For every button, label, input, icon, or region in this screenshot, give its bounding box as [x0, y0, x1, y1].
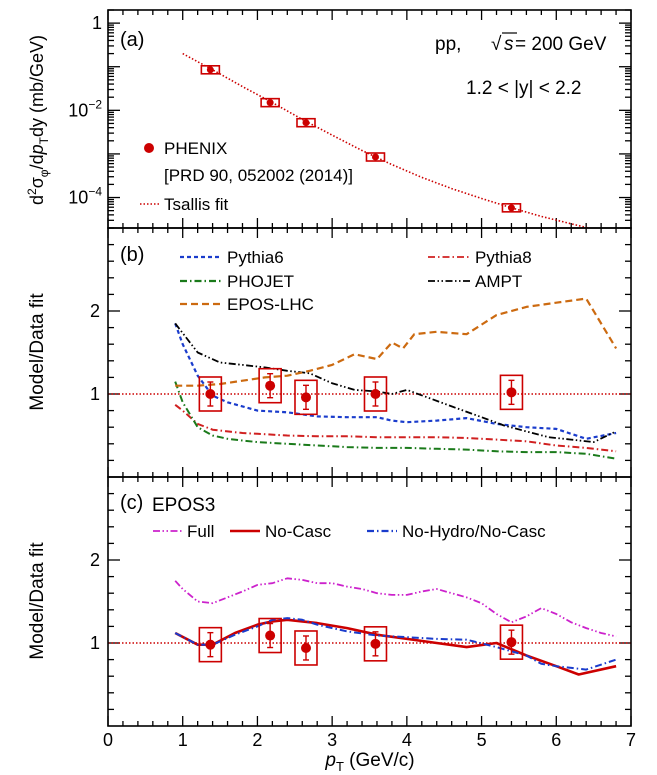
x-tick-label: 7: [626, 730, 636, 750]
data-point: [265, 380, 276, 391]
energy-annotation: √ s = 200 GeV: [491, 32, 607, 55]
legend-label-pythia8: Pythia8: [475, 248, 532, 267]
panel-b-ticks: 12: [90, 228, 632, 477]
panel-a-ticks: 1 10−2 10−4: [68, 9, 632, 229]
y-tick-label: 1: [90, 384, 100, 404]
data-point: [266, 99, 274, 107]
series-line-pythia8: [174, 404, 617, 453]
panel-c-title: EPOS3: [152, 495, 215, 516]
energy-variable: s: [504, 34, 514, 55]
y-tick-label: 2: [90, 301, 100, 321]
data-point-systematic-box: [200, 65, 221, 75]
legend-label-full: Full: [187, 522, 214, 541]
x-tick-label: 5: [477, 730, 487, 750]
data-point-systematic-box: [499, 374, 524, 411]
data-point-systematic-box: [499, 624, 524, 660]
y-tick-label: 1: [92, 13, 102, 33]
data-point: [206, 66, 214, 74]
panel-a-legend: PHENIX [PRD 90, 052002 (2014)] Tsallis f…: [140, 139, 353, 214]
x-axis-label: pT (GeV/c): [324, 750, 414, 774]
data-point: [300, 642, 311, 653]
data-point-systematic-box: [501, 203, 522, 213]
series-line-pythia6: [174, 323, 617, 440]
data-point-systematic-box: [258, 367, 282, 404]
panel-b-legend: Pythia6 Pythia8 PHOJET AMPT EPOS-LHC: [180, 248, 532, 314]
legend-label-phenix: PHENIX: [164, 139, 227, 158]
data-point: [205, 389, 216, 399]
data-point-systematic-box: [258, 617, 282, 654]
data-point: [205, 639, 216, 650]
panel-c-series: [108, 577, 631, 676]
x-tick-label: 4: [402, 730, 412, 750]
sqrt-symbol: √: [491, 34, 502, 55]
panel-b: 12 (b) Pythia6 Pythia8 PHOJET AMPT EPOS-…: [27, 227, 632, 478]
y-tick-label: 2: [90, 550, 100, 570]
series-line-ampt: [174, 322, 617, 444]
panel-b-y-axis-label: Model/Data fit: [27, 293, 48, 411]
panel-a-series: [182, 52, 592, 228]
energy-value: = 200 GeV: [515, 34, 607, 55]
panel-a-label: (a): [120, 29, 144, 51]
panel-c: 1 2 (c) EPOS3 Full No-Casc No-Hydro/No-Ca…: [27, 476, 632, 727]
legend-reference: [PRD 90, 052002 (2014)]: [164, 166, 353, 185]
data-point: [506, 387, 517, 398]
data-point: [370, 638, 381, 649]
series-line-phojet: [174, 381, 617, 460]
x-tick-label: 3: [327, 730, 337, 750]
data-point: [300, 392, 311, 403]
data-point: [302, 119, 310, 127]
panel-c-y-axis-label: Model/Data fit: [27, 542, 48, 660]
panel-a: 1 10−2 10−4 (a) pp, √ s = 200 GeV 1.2 < |y…: [25, 9, 632, 229]
system-annotation: pp,: [435, 34, 461, 55]
x-tick-label: 1: [178, 730, 188, 750]
data-point-systematic-box: [294, 379, 318, 416]
x-tick-label: 2: [252, 730, 262, 750]
data-point: [506, 637, 517, 648]
series-line-epos-lhc: [175, 297, 618, 387]
legend-label-no-casc: No-Casc: [265, 522, 332, 541]
panel-c-label: (c): [120, 492, 143, 514]
x-tick-label: 0: [103, 730, 113, 750]
data-point-systematic-box: [296, 117, 316, 128]
data-point-systematic-box: [294, 630, 318, 666]
legend-label-epos-lhc: EPOS-LHC: [227, 295, 314, 314]
x-tick-label: 6: [551, 730, 561, 750]
data-point: [370, 389, 381, 399]
panel-b-label: (b): [120, 244, 144, 266]
legend-label-ampt: AMPT: [475, 272, 522, 291]
panel-c-frame: [107, 476, 632, 727]
series-line-no-casc: [174, 618, 617, 676]
legend-label-no-hydro-no-casc: No-Hydro/No-Casc: [402, 522, 546, 541]
panel-c-legend: Full No-Casc No-Hydro/No-Casc: [153, 522, 546, 541]
data-point: [371, 153, 379, 161]
y-tick-label: 1: [90, 633, 100, 653]
data-point-systematic-box: [365, 152, 386, 162]
y-tick-label: 10−2: [68, 97, 102, 120]
series-line-no-hydro-no-casc: [174, 617, 617, 671]
data-point-systematic-box: [363, 626, 388, 662]
data-point-systematic-box: [363, 376, 388, 412]
legend-label-phojet: PHOJET: [227, 272, 294, 291]
legend-label-tsallis: Tsallis fit: [164, 195, 229, 214]
y-tick-label: 10−4: [68, 185, 102, 208]
legend-label-pythia6: Pythia6: [227, 248, 284, 267]
series-line-full: [174, 577, 617, 638]
data-point: [265, 630, 276, 641]
panel-a-y-axis-label: d2σφ/dpTdy (mb/GeV): [25, 35, 51, 205]
rapidity-annotation: 1.2 < |y| < 2.2: [466, 78, 582, 99]
x-axis-tick-labels: 0 1 2 3 4 5 6 7: [103, 730, 636, 750]
panel-b-series: [108, 297, 631, 460]
data-point-systematic-box: [260, 97, 280, 108]
data-point-systematic-box: [198, 376, 223, 412]
legend-marker-phenix: [144, 143, 154, 153]
data-point-systematic-box: [198, 626, 223, 663]
series-line-tsallis-fit: [182, 52, 592, 228]
